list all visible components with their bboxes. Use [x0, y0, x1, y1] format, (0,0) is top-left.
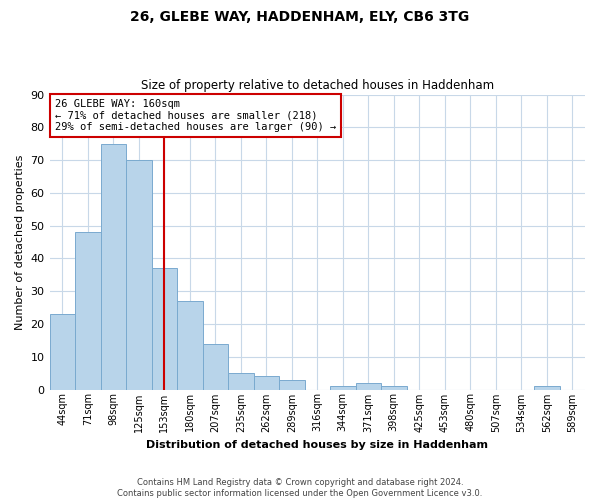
Bar	[75, 232, 101, 390]
Bar	[381, 386, 407, 390]
Y-axis label: Number of detached properties: Number of detached properties	[15, 154, 25, 330]
Bar	[330, 386, 356, 390]
Bar	[152, 268, 177, 390]
Text: 26, GLEBE WAY, HADDENHAM, ELY, CB6 3TG: 26, GLEBE WAY, HADDENHAM, ELY, CB6 3TG	[130, 10, 470, 24]
Title: Size of property relative to detached houses in Haddenham: Size of property relative to detached ho…	[141, 79, 494, 92]
X-axis label: Distribution of detached houses by size in Haddenham: Distribution of detached houses by size …	[146, 440, 488, 450]
Bar	[254, 376, 279, 390]
Bar	[177, 301, 203, 390]
Bar	[356, 383, 381, 390]
Text: 26 GLEBE WAY: 160sqm
← 71% of detached houses are smaller (218)
29% of semi-deta: 26 GLEBE WAY: 160sqm ← 71% of detached h…	[55, 99, 336, 132]
Bar	[203, 344, 228, 390]
Bar	[101, 144, 126, 390]
Bar	[228, 373, 254, 390]
Bar	[50, 314, 75, 390]
Text: Contains HM Land Registry data © Crown copyright and database right 2024.
Contai: Contains HM Land Registry data © Crown c…	[118, 478, 482, 498]
Bar	[279, 380, 305, 390]
Bar	[534, 386, 560, 390]
Bar	[126, 160, 152, 390]
